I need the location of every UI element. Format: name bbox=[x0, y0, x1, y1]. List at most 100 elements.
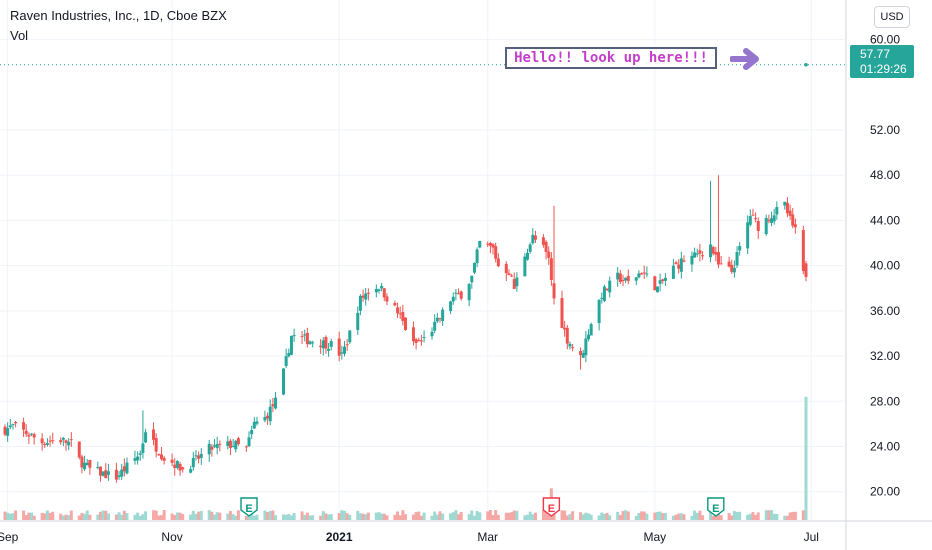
volume-bar bbox=[438, 511, 442, 520]
candle-body bbox=[719, 263, 723, 265]
volume-bar bbox=[491, 515, 495, 520]
volume-bar bbox=[533, 512, 537, 520]
volume-bar bbox=[138, 515, 142, 520]
candle-body bbox=[454, 292, 458, 294]
volume-bar bbox=[215, 512, 219, 520]
candle-body bbox=[170, 459, 174, 463]
candle-body bbox=[327, 348, 331, 351]
volume-bar bbox=[772, 513, 776, 520]
candle-body bbox=[154, 438, 158, 452]
volume-bar bbox=[120, 514, 124, 520]
volume-bar bbox=[488, 510, 492, 520]
y-tick-label: 40.00 bbox=[870, 259, 900, 273]
candle-body bbox=[716, 252, 720, 265]
volume-bar bbox=[263, 510, 267, 520]
volume-bar bbox=[125, 513, 129, 520]
volume-bar bbox=[136, 512, 140, 520]
volume-bar bbox=[213, 514, 217, 520]
volume-bar bbox=[791, 511, 795, 520]
candle-body bbox=[701, 255, 705, 257]
volume-bar bbox=[27, 512, 31, 520]
volume-bar bbox=[133, 514, 137, 520]
volume-bar bbox=[207, 510, 211, 520]
volume-bar bbox=[565, 515, 569, 520]
volume-bar bbox=[152, 510, 156, 520]
volume-bar bbox=[77, 515, 81, 520]
volume-bar bbox=[281, 514, 285, 520]
volume-bar bbox=[284, 514, 288, 520]
volume-bar bbox=[252, 515, 256, 520]
candle-body bbox=[136, 456, 140, 461]
candle-body bbox=[507, 273, 511, 276]
volume-bar bbox=[454, 510, 458, 520]
volume-bar bbox=[626, 511, 630, 520]
volume-bar bbox=[783, 515, 787, 520]
volume-bar bbox=[144, 511, 148, 520]
volume-bar bbox=[788, 512, 792, 520]
annotation-note[interactable]: Hello!! look up here!!! bbox=[505, 47, 717, 69]
candle-body bbox=[289, 335, 293, 355]
volume-bar bbox=[40, 512, 44, 520]
candle-body bbox=[581, 353, 585, 358]
y-tick-label: 20.00 bbox=[870, 485, 900, 499]
candle-body bbox=[565, 327, 569, 344]
candle-body bbox=[64, 440, 68, 443]
candle-body bbox=[422, 337, 426, 339]
candle-body bbox=[470, 275, 474, 283]
volume-bar bbox=[228, 511, 232, 520]
earnings-marker: E bbox=[707, 497, 725, 517]
volume-bar bbox=[457, 514, 461, 520]
candle-body bbox=[191, 458, 195, 468]
volume-bar bbox=[98, 511, 102, 520]
volume-bar bbox=[719, 515, 723, 520]
candle-body bbox=[714, 252, 718, 255]
candle-body bbox=[114, 469, 118, 480]
volume-bar bbox=[88, 514, 92, 520]
candle-body bbox=[512, 279, 516, 289]
candle-body bbox=[404, 317, 407, 330]
y-tick-label: 24.00 bbox=[870, 440, 900, 454]
candle-body bbox=[791, 214, 795, 226]
candle-body bbox=[411, 327, 415, 342]
volume-bar bbox=[236, 510, 240, 520]
candle-body bbox=[671, 265, 675, 279]
candle-body bbox=[117, 475, 121, 477]
y-tick-label: 32.00 bbox=[870, 349, 900, 363]
volume-bar bbox=[85, 510, 89, 520]
volume-bar bbox=[751, 511, 755, 520]
volume-bar bbox=[178, 512, 182, 520]
candle-body bbox=[608, 280, 612, 293]
candle-body bbox=[589, 324, 593, 336]
candle-body bbox=[284, 356, 288, 366]
currency-button[interactable]: USD bbox=[874, 6, 910, 28]
candle-body bbox=[80, 456, 84, 468]
candle-body bbox=[178, 463, 182, 471]
candle-body bbox=[732, 267, 736, 273]
volume-bar bbox=[634, 515, 638, 520]
candle-body bbox=[552, 283, 556, 299]
candle-body bbox=[618, 273, 622, 282]
candle-body bbox=[40, 438, 44, 444]
candle-body bbox=[587, 334, 591, 340]
volume-bar bbox=[342, 510, 346, 520]
candle-body bbox=[486, 243, 490, 245]
candle-body bbox=[449, 301, 453, 312]
candle-body bbox=[419, 340, 423, 342]
candle-body bbox=[85, 462, 89, 466]
volume-bar bbox=[618, 515, 622, 520]
volume-bar bbox=[244, 515, 248, 520]
volume-bar bbox=[616, 511, 620, 520]
volume-bar bbox=[698, 510, 702, 520]
candle-body bbox=[709, 244, 713, 258]
volume-bar bbox=[571, 511, 575, 520]
chart-title: Raven Industries, Inc., 1D, Cboe BZX bbox=[10, 8, 227, 23]
candle-body bbox=[11, 424, 15, 426]
candle-body bbox=[281, 368, 285, 395]
volume-bar bbox=[597, 515, 601, 520]
volume-bar-spike bbox=[804, 396, 808, 520]
candle-body bbox=[748, 216, 752, 225]
volume-bar bbox=[30, 512, 34, 520]
volume-bar bbox=[770, 510, 774, 520]
volume-bar bbox=[247, 514, 251, 520]
